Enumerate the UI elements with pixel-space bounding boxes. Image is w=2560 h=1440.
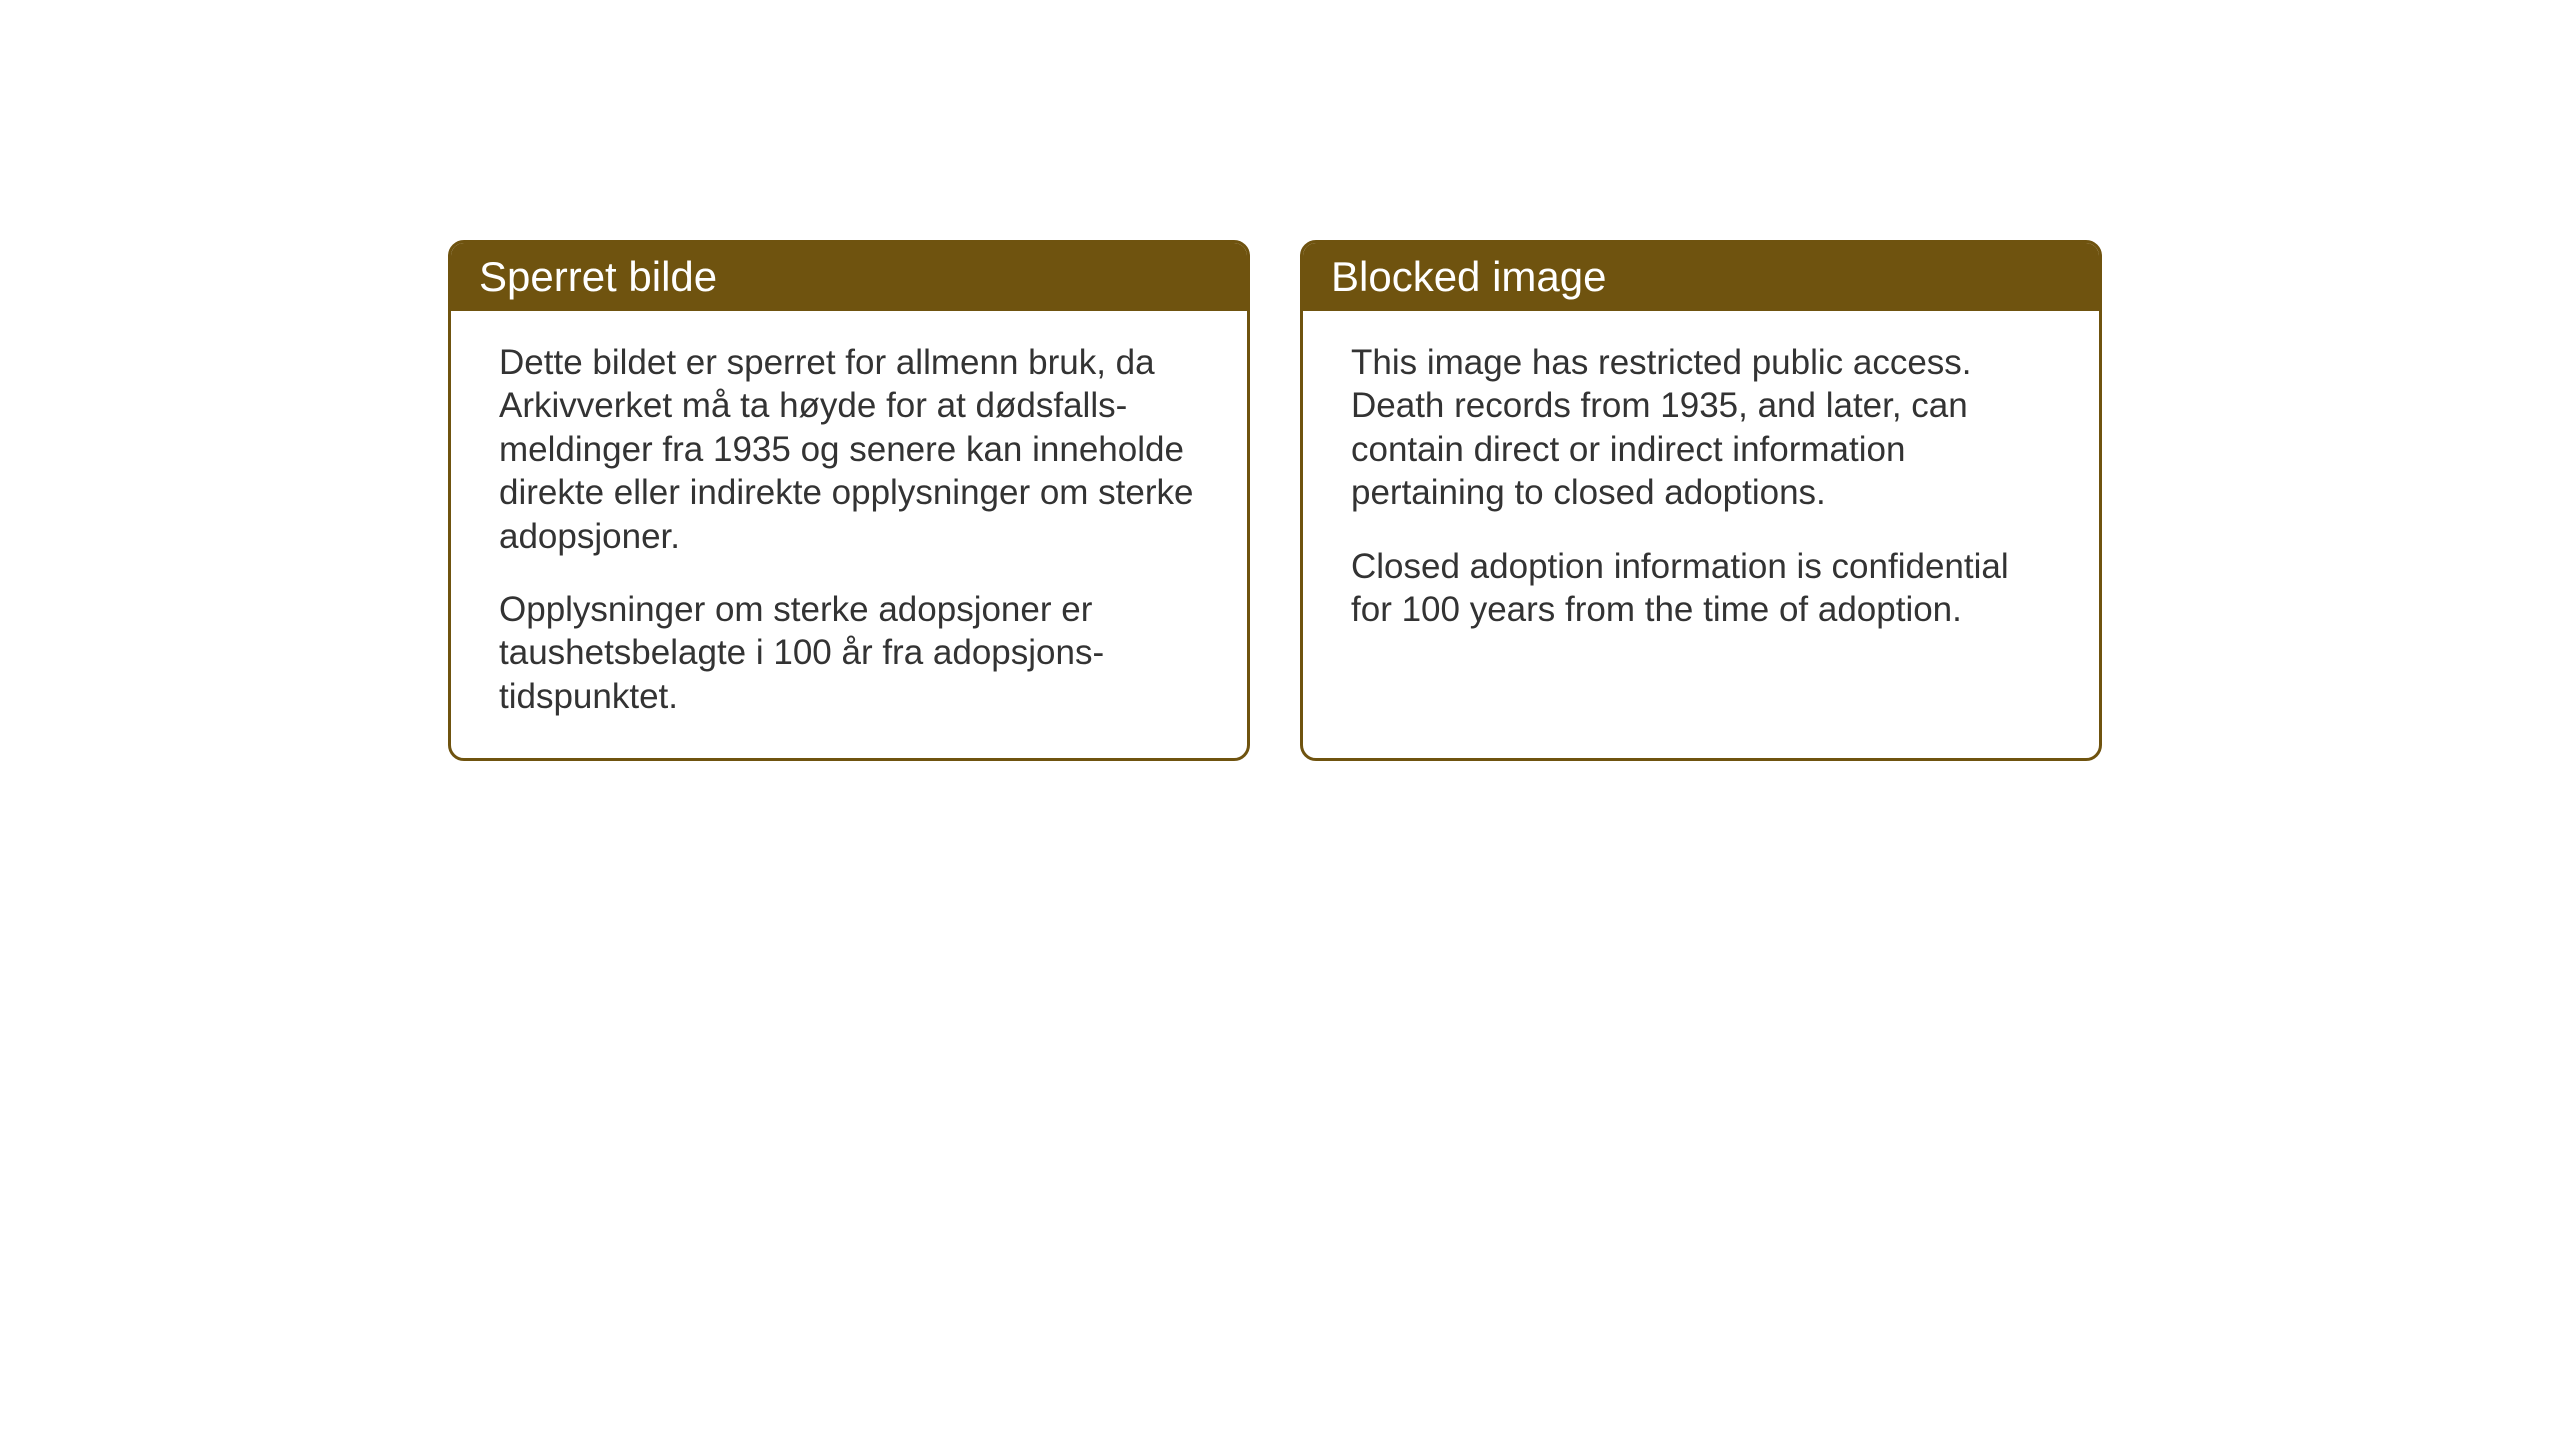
card-paragraph2-norwegian: Opplysninger om sterke adopsjoner er tau…	[499, 588, 1199, 718]
card-body-norwegian: Dette bildet er sperret for allmenn bruk…	[451, 311, 1247, 758]
card-header-norwegian: Sperret bilde	[451, 243, 1247, 311]
card-paragraph1-english: This image has restricted public access.…	[1351, 341, 2051, 515]
card-norwegian: Sperret bilde Dette bildet er sperret fo…	[448, 240, 1250, 761]
card-paragraph2-english: Closed adoption information is confident…	[1351, 545, 2051, 632]
card-paragraph1-norwegian: Dette bildet er sperret for allmenn bruk…	[499, 341, 1199, 558]
cards-container: Sperret bilde Dette bildet er sperret fo…	[448, 240, 2102, 761]
card-title-norwegian: Sperret bilde	[479, 253, 717, 300]
card-header-english: Blocked image	[1303, 243, 2099, 311]
card-title-english: Blocked image	[1331, 253, 1606, 300]
card-body-english: This image has restricted public access.…	[1303, 311, 2099, 671]
card-english: Blocked image This image has restricted …	[1300, 240, 2102, 761]
